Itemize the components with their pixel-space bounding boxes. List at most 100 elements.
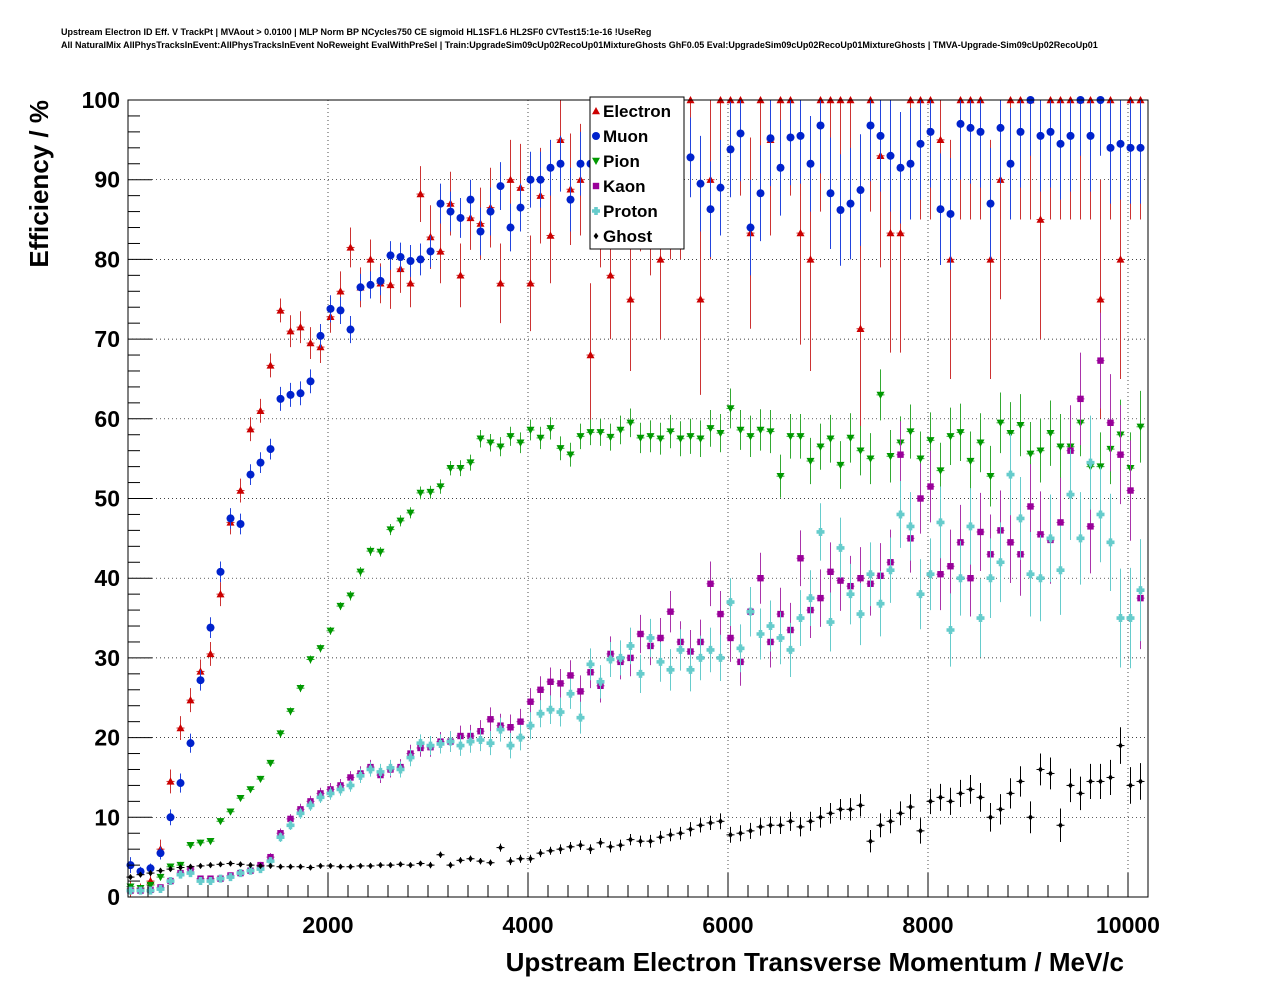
ghost-point	[888, 818, 893, 825]
ghost-point	[1068, 782, 1073, 789]
legend-box	[589, 96, 685, 250]
pion-point	[816, 443, 825, 451]
muon-point	[146, 864, 155, 873]
proton-point	[586, 660, 595, 669]
ghost-point	[408, 861, 413, 869]
muon-point	[716, 183, 725, 192]
x-tick-label: 4000	[502, 912, 553, 938]
muon-point	[336, 306, 345, 315]
kaon-point	[547, 678, 554, 686]
electron-point	[166, 777, 175, 785]
ghost-point	[418, 860, 423, 867]
muon-point	[476, 227, 485, 236]
electron-point	[186, 696, 195, 704]
pion-point	[836, 461, 845, 470]
electron-point	[796, 229, 805, 237]
pion-point	[866, 455, 875, 463]
ghost-point	[378, 861, 383, 869]
ghost-point	[738, 830, 743, 837]
ghost-point	[698, 822, 703, 829]
muon-point	[226, 514, 235, 523]
muon-point	[696, 179, 705, 188]
muon-point	[1016, 127, 1025, 136]
muon-point	[416, 255, 425, 264]
pion-point	[986, 472, 995, 481]
proton-point	[596, 677, 605, 686]
electron-point	[296, 323, 305, 331]
proton-point	[696, 653, 705, 662]
proton-point	[126, 886, 135, 895]
ghost-point	[628, 836, 633, 843]
ghost-point	[458, 857, 463, 864]
electron-point	[936, 135, 945, 144]
ghost-point	[678, 830, 683, 837]
proton-point	[736, 644, 745, 653]
kaon-point	[937, 571, 944, 578]
electron-point	[416, 190, 425, 198]
muon-point	[186, 739, 195, 748]
electron-point	[266, 361, 275, 369]
pion-point	[356, 568, 365, 576]
proton-point	[466, 737, 475, 746]
pion-point	[776, 472, 785, 481]
kaon-point	[917, 495, 924, 502]
muon-point	[1116, 139, 1125, 148]
ghost-point	[958, 790, 963, 797]
ghost-point	[208, 861, 213, 869]
proton-point	[1076, 534, 1085, 543]
muon-point	[346, 325, 355, 334]
ghost-point	[508, 857, 513, 865]
y-tick-label: 20	[94, 725, 120, 751]
proton-point	[936, 518, 945, 527]
ghost-point	[978, 794, 983, 801]
pion-point	[186, 841, 195, 850]
ghost-point	[388, 861, 393, 869]
kaon-point	[557, 680, 564, 687]
y-axis-label: Efficiency / %	[24, 100, 54, 268]
ghost-point	[558, 845, 563, 853]
pion-point	[216, 818, 225, 826]
pion-point	[596, 429, 605, 437]
ghost-point	[198, 862, 203, 870]
proton-point	[616, 653, 625, 662]
proton-point	[726, 598, 735, 607]
ghost-point	[1128, 782, 1133, 789]
muon-point	[386, 251, 395, 260]
ghost-point	[318, 862, 323, 870]
ghost-point	[348, 863, 353, 870]
muon-point	[1036, 131, 1045, 140]
proton-point	[156, 885, 165, 894]
pion-point	[1036, 447, 1045, 455]
muon-point	[246, 470, 255, 479]
y-tick-label: 50	[94, 486, 120, 512]
ghost-point	[368, 862, 373, 870]
ghost-point	[538, 849, 543, 857]
ghost-point	[1118, 742, 1123, 749]
pion-point	[906, 428, 915, 436]
proton-point	[1126, 614, 1135, 623]
proton-point	[196, 877, 205, 886]
y-tick-label: 30	[94, 645, 120, 671]
pion-point	[326, 627, 335, 635]
electron-point	[1116, 255, 1125, 263]
proton-point	[796, 614, 805, 623]
muon-point	[276, 394, 285, 403]
ghost-point	[148, 869, 153, 877]
proton-point	[486, 739, 495, 748]
pion-point	[446, 465, 455, 473]
proton-point	[146, 886, 155, 895]
kaon-point	[927, 483, 934, 490]
muon-point	[286, 390, 295, 399]
muon-point	[1066, 131, 1075, 140]
pion-point	[476, 435, 485, 443]
muon-point	[366, 280, 375, 289]
proton-point	[136, 886, 145, 895]
ghost-point	[1058, 822, 1063, 829]
proton-point	[526, 721, 535, 730]
proton-point	[346, 781, 355, 790]
pion-point	[386, 526, 395, 534]
muon-point	[536, 175, 545, 184]
muon-point	[786, 133, 795, 142]
ghost-point	[288, 863, 293, 870]
ghost-point	[598, 839, 603, 847]
